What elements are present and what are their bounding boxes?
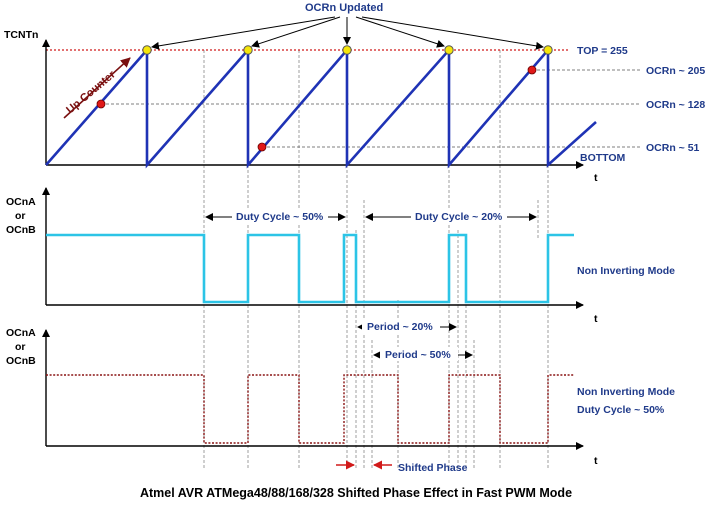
compare-marker-128 <box>96 99 106 109</box>
compare-level-lines <box>101 69 640 148</box>
compare-marker-51 <box>257 142 267 152</box>
pwm2-waveform <box>46 374 574 444</box>
ocna-label-1: OCnA <box>6 196 36 208</box>
non-inverting-label-2: Non Inverting Mode <box>577 386 675 398</box>
ocna-label-2: OCnA <box>6 327 36 339</box>
duty-cycle-50-label: Duty Cycle ~ 50% <box>577 404 665 416</box>
pwm2-axes <box>42 329 584 450</box>
ocnb-label-1: OCnB <box>6 224 36 236</box>
bottom-label: BOTTOM <box>580 152 626 164</box>
counter-sawtooth <box>45 46 597 169</box>
update-marker <box>243 45 253 55</box>
top-label: TOP = 255 <box>577 45 628 57</box>
or-label-2: or <box>15 341 26 353</box>
counter-axes <box>42 39 584 169</box>
ocnb-label-2: OCnB <box>6 355 36 367</box>
update-markers <box>142 45 553 55</box>
t-label-1: t <box>594 172 598 184</box>
update-marker <box>543 45 553 55</box>
update-marker <box>342 45 352 55</box>
or-label-1: or <box>15 210 26 222</box>
ocrn-updated-arrows <box>151 16 544 50</box>
period-20-label: Period ~ 20% <box>367 321 433 333</box>
pwm1-axes <box>42 187 584 309</box>
t-label-2: t <box>594 313 598 325</box>
ocrn-51-label: OCRn ~ 51 <box>646 142 700 154</box>
ocrn-updated-label: OCRn Updated <box>305 2 383 14</box>
update-marker <box>444 45 454 55</box>
ocrn-128-label: OCRn ~ 128 <box>646 99 705 111</box>
period-50-label: Period ~ 50% <box>385 349 451 361</box>
tcntn-label: TCNTn <box>4 29 38 41</box>
t-label-3: t <box>594 455 598 467</box>
ocrn-205-label: OCRn ~ 205 <box>646 65 705 77</box>
update-marker <box>142 45 152 55</box>
caption: Atmel AVR ATMega48/88/168/328 Shifted Ph… <box>140 486 572 500</box>
compare-markers <box>96 65 537 152</box>
up-counter-arrow <box>63 57 131 119</box>
shifted-phase-label: Shifted Phase <box>398 462 468 474</box>
non-inverting-label-1: Non Inverting Mode <box>577 265 675 277</box>
duty-50-label: Duty Cycle ~ 50% <box>236 211 324 223</box>
duty-20-label: Duty Cycle ~ 20% <box>415 211 503 223</box>
pwm1-waveform <box>46 233 574 304</box>
compare-marker-205 <box>527 65 537 75</box>
